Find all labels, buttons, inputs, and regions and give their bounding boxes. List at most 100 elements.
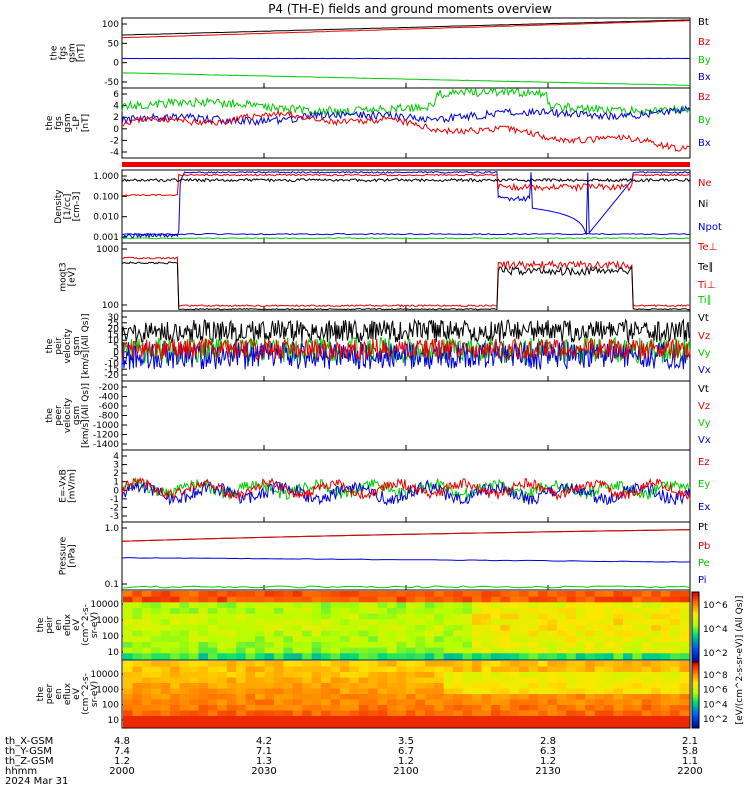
heatmap-cell [538,689,548,695]
heatmap-cell [434,636,444,642]
heatmap-cell [500,678,510,684]
heatmap-cell [491,608,501,614]
heatmap-cell [406,619,416,625]
heatmap-cell [661,653,671,659]
heatmap-cell [642,619,652,625]
heatmap-cell [491,625,501,631]
y-axis-label: [cm-3] [72,192,82,222]
y-axis-label: [km/s](All Qs)] [81,313,91,378]
heatmap-cell [331,689,341,695]
heatmap-cell [199,636,209,642]
heatmap-cell [255,648,265,654]
heatmap-cell [236,705,246,711]
heatmap-cell [557,678,567,684]
heatmap-cell [651,653,661,659]
heatmap-cell [368,614,378,620]
heatmap-cell [444,711,454,717]
heatmap-cell [670,642,680,648]
heatmap-cell [161,683,171,689]
legend-Ey: Ey [698,479,710,490]
heatmap-cell [246,631,256,637]
heatmap-cell [189,722,199,728]
heatmap-cell [283,648,293,654]
heatmap-cell [604,619,614,625]
heatmap-cell [604,678,614,684]
heatmap-cell [331,716,341,722]
colorbar-cell [692,636,699,639]
heatmap-cell [500,700,510,706]
heatmap-cell [519,642,529,648]
heatmap-cell [500,631,510,637]
heatmap-cell [415,711,425,717]
heatmap-cell [585,683,595,689]
heatmap-cell [642,614,652,620]
heatmap-cell [510,625,520,631]
heatmap-cell [566,631,576,637]
heatmap-cell [576,608,586,614]
heatmap-cell [566,614,576,620]
heatmap-cell [425,648,435,654]
heatmap-cell [519,614,529,620]
heatmap-cell [604,683,614,689]
heatmap-cell [500,648,510,654]
heatmap-cell [246,653,256,659]
heatmap-cell [623,700,633,706]
heatmap-cell [340,608,350,614]
heatmap-cell [227,625,237,631]
heatmap-cell [161,705,171,711]
line-Pb [122,530,690,542]
heatmap-cell [236,667,246,673]
heatmap-cell [161,591,171,597]
heatmap-cell [208,631,218,637]
heatmap-cell [510,716,520,722]
heatmap-cell [548,705,558,711]
heatmap-cell [368,591,378,597]
heatmap-cell [302,619,312,625]
heatmap-cell [661,661,671,667]
heatmap-cell [274,614,284,620]
heatmap-cell [236,711,246,717]
heatmap-cell [161,661,171,667]
heatmap-cell [246,711,256,717]
heatmap-cell [302,614,312,620]
y-axis-label: sr-eV) [90,612,100,638]
heatmap-cell [227,661,237,667]
heatmap-cell [227,683,237,689]
heatmap-cell [349,636,359,642]
heatmap-cell [482,722,492,728]
colorbar-tick-label: 10^4 [703,625,728,635]
heatmap-cell [500,672,510,678]
heatmap-cell [585,608,595,614]
heatmap-cell [529,597,539,603]
heatmap-cell [283,722,293,728]
heatmap-cell [246,625,256,631]
heatmap-cell [680,694,690,700]
heatmap-cell [340,625,350,631]
y-tick-label: -600 [99,402,120,412]
heatmap-cell [519,625,529,631]
heatmap-cell [500,625,510,631]
heatmap-cell [189,619,199,625]
heatmap-cell [434,722,444,728]
heatmap-cell [482,591,492,597]
heatmap-cell [661,722,671,728]
heatmap-cell [557,625,567,631]
heatmap-cell [170,642,180,648]
heatmap-cell [151,683,161,689]
heatmap-cell [566,642,576,648]
heatmap-cell [670,591,680,597]
heatmap-cell [529,661,539,667]
heatmap-cell [123,597,133,603]
heatmap-cell [123,653,133,659]
heatmap-cell [519,667,529,673]
heatmap-cell [491,711,501,717]
heatmap-cell [585,672,595,678]
y-axis-label: [mV/m] [68,469,78,503]
heatmap-cell [349,642,359,648]
heatmap-cell [548,672,558,678]
heatmap-cell [614,716,624,722]
heatmap-cell [217,667,227,673]
heatmap-cell [415,642,425,648]
heatmap-cell [661,648,671,654]
